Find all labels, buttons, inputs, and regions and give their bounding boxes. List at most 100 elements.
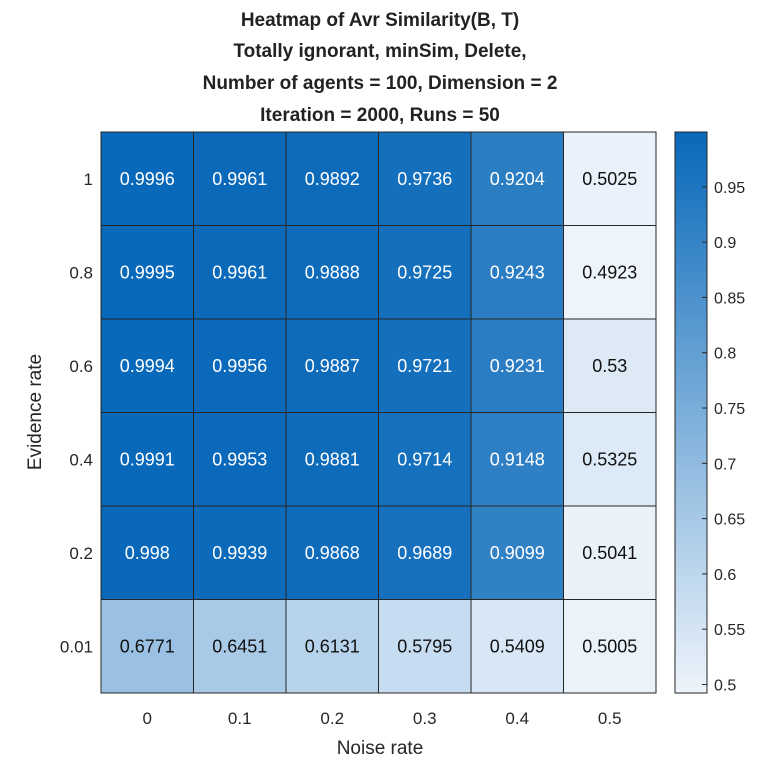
heatmap-cell-label: 0.9996 — [120, 169, 175, 189]
heatmap-cell-label: 0.9953 — [212, 449, 267, 469]
heatmap-cell-label: 0.5325 — [582, 449, 637, 469]
heatmap-cell — [378, 505, 472, 600]
heatmap-cell — [193, 225, 287, 320]
heatmap-cell — [285, 505, 379, 600]
heatmap-cell-label: 0.9961 — [212, 169, 267, 189]
colorbar-tick-label: 0.9 — [714, 235, 736, 252]
heatmap-cell — [470, 318, 564, 413]
heatmap-cell — [563, 131, 657, 226]
colorbar-tick-label: 0.95 — [714, 180, 745, 197]
colorbar-tick-label: 0.7 — [714, 456, 736, 473]
heatmap-cell — [285, 412, 379, 507]
x-tick-label: 0.5 — [598, 709, 622, 728]
title-line-4: Iteration = 2000, Runs = 50 — [260, 105, 500, 126]
heatmap-cell — [378, 225, 472, 320]
heatmap-cell-label: 0.9956 — [212, 356, 267, 376]
heatmap-cell — [193, 131, 287, 226]
heatmap-cell-label: 0.9689 — [397, 543, 452, 563]
heatmap-cells — [100, 131, 657, 694]
colorbar-ticks: 0.5 0.55 0.6 0.65 0.7 0.75 0.8 0.85 0.9 0.95 — [702, 180, 745, 694]
colorbar-tick-label: 0.6 — [714, 567, 736, 584]
heatmap-cell-label: 0.9892 — [305, 169, 360, 189]
heatmap-cell — [470, 131, 564, 226]
heatmap-cell — [563, 505, 657, 600]
heatmap-cell-label: 0.9939 — [212, 543, 267, 563]
y-tick-label: 0.8 — [69, 263, 93, 282]
heatmap-cell-label: 0.53 — [592, 356, 627, 376]
colorbar — [674, 131, 708, 694]
x-tick-label: 0.2 — [320, 709, 344, 728]
heatmap-cell-label: 0.6451 — [212, 636, 267, 656]
heatmap-cell — [285, 131, 379, 226]
heatmap-cell-label: 0.9961 — [212, 262, 267, 282]
colorbar-tick-label: 0.8 — [714, 346, 736, 363]
heatmap-cell-label: 0.4923 — [582, 262, 637, 282]
heatmap-cell-label: 0.9868 — [305, 543, 360, 563]
y-tick-label: 1 — [84, 170, 93, 189]
y-tick-label: 0.2 — [69, 544, 93, 563]
heatmap-cell — [378, 412, 472, 507]
heatmap-cell-label: 0.9995 — [120, 262, 175, 282]
y-tick-label: 0.6 — [69, 357, 93, 376]
colorbar-tick-label: 0.85 — [714, 290, 745, 307]
heatmap-cell — [470, 412, 564, 507]
heatmap-cell-label: 0.9721 — [397, 356, 452, 376]
heatmap-cell-label: 0.9714 — [397, 449, 452, 469]
y-tick-label: 0.01 — [60, 637, 93, 656]
heatmap-cell — [378, 131, 472, 226]
x-tick-labels: 0 0.1 0.2 0.3 0.4 0.5 — [143, 709, 622, 728]
heatmap-cell-label: 0.9736 — [397, 169, 452, 189]
heatmap-cell-labels: 0.9996 0.9961 0.9892 0.9736 0.9204 0.5025 0.99… — [120, 169, 638, 657]
heatmap-cell-label: 0.998 — [125, 543, 170, 563]
colorbar-tick-label: 0.55 — [714, 622, 745, 639]
title-line-1: Heatmap of Avr Similarity(B, T) — [241, 10, 519, 31]
heatmap-cell — [470, 599, 564, 694]
y-tick-labels: 1 0.8 0.6 0.4 0.2 0.01 — [60, 170, 93, 657]
heatmap-cell-label: 0.9887 — [305, 356, 360, 376]
heatmap-cell-label: 0.9994 — [120, 356, 175, 376]
x-tick-label: 0 — [143, 709, 152, 728]
colorbar-tick-label: 0.65 — [714, 512, 745, 529]
heatmap-cell — [470, 505, 564, 600]
y-axis-label: Evidence rate — [25, 354, 46, 470]
heatmap-cell — [378, 599, 472, 694]
heatmap-cell-label: 0.9148 — [490, 449, 545, 469]
heatmap-cell-label: 0.5041 — [582, 543, 637, 563]
colorbar-tick-label: 0.5 — [714, 677, 736, 694]
chart-title: Heatmap of Avr Similarity(B, T) Totally … — [203, 10, 558, 126]
heatmap-cell — [100, 412, 194, 507]
heatmap-cell-label: 0.9099 — [490, 543, 545, 563]
heatmap-cell-label: 0.6131 — [305, 636, 360, 656]
heatmap-cell — [378, 318, 472, 413]
x-tick-label: 0.4 — [505, 709, 529, 728]
title-line-3: Number of agents = 100, Dimension = 2 — [203, 73, 558, 94]
heatmap-cell — [193, 412, 287, 507]
x-tick-label: 0.1 — [228, 709, 252, 728]
heatmap-cell-label: 0.9991 — [120, 449, 175, 469]
heatmap-cell-label: 0.9243 — [490, 262, 545, 282]
heatmap-cell-label: 0.9204 — [490, 169, 545, 189]
heatmap-cell — [193, 318, 287, 413]
heatmap-cell-label: 0.9881 — [305, 449, 360, 469]
heatmap-cell-label: 0.9888 — [305, 262, 360, 282]
heatmap-cell-label: 0.5795 — [397, 636, 452, 656]
x-tick-label: 0.3 — [413, 709, 437, 728]
heatmap-cell — [285, 318, 379, 413]
heatmap-cell-label: 0.5409 — [490, 636, 545, 656]
heatmap-cell-label: 0.6771 — [120, 636, 175, 656]
heatmap-cell — [100, 505, 194, 600]
heatmap-cell-label: 0.9231 — [490, 356, 545, 376]
x-axis-label: Noise rate — [337, 738, 424, 759]
heatmap-cell-label: 0.5025 — [582, 169, 637, 189]
heatmap-cell — [100, 599, 194, 694]
heatmap-cell — [563, 599, 657, 694]
colorbar-tick-label: 0.75 — [714, 401, 745, 418]
heatmap-cell — [100, 131, 194, 226]
heatmap-cell — [100, 318, 194, 413]
heatmap-cell — [563, 318, 657, 413]
heatmap-cell-label: 0.9725 — [397, 262, 452, 282]
y-tick-label: 0.4 — [69, 450, 93, 469]
title-line-2: Totally ignorant, minSim, Delete, — [233, 41, 526, 62]
heatmap-cell — [563, 225, 657, 320]
